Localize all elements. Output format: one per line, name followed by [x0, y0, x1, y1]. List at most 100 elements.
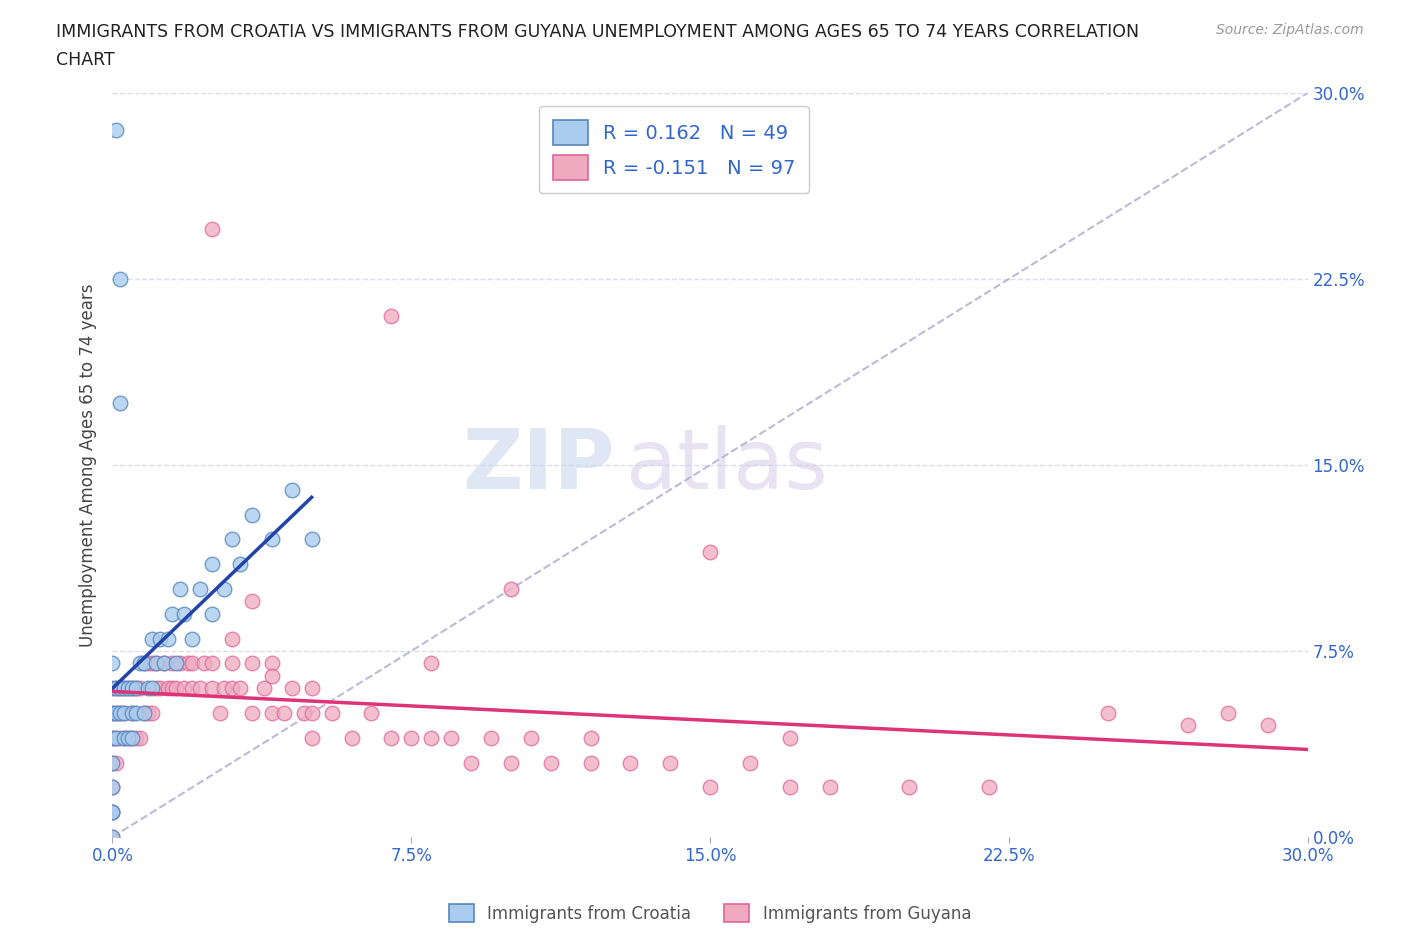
Point: [281, 483, 304, 498]
Point: [114, 681, 135, 696]
Point: [117, 681, 139, 696]
Point: [125, 730, 148, 745]
Point: [738, 755, 761, 770]
Point: [898, 780, 921, 795]
Point: [301, 681, 323, 696]
Point: [221, 656, 243, 671]
Point: [1097, 706, 1119, 721]
Point: [162, 656, 183, 671]
Point: [125, 681, 148, 696]
Point: [101, 804, 124, 819]
Point: [188, 581, 211, 596]
Point: [101, 755, 124, 770]
Point: [101, 656, 124, 671]
Point: [193, 656, 215, 671]
Point: [101, 755, 124, 770]
Point: [779, 730, 801, 745]
Point: [121, 706, 143, 721]
Point: [201, 606, 224, 621]
Point: [1257, 718, 1279, 733]
Point: [188, 681, 211, 696]
Point: [141, 681, 163, 696]
Point: [420, 656, 443, 671]
Point: [201, 656, 224, 671]
Point: [105, 681, 128, 696]
Point: [117, 730, 139, 745]
Point: [145, 656, 167, 671]
Point: [240, 507, 263, 522]
Point: [105, 681, 128, 696]
Point: [121, 681, 143, 696]
Point: [201, 557, 224, 572]
Point: [110, 706, 132, 721]
Point: [1216, 706, 1239, 721]
Point: [499, 581, 522, 596]
Point: [141, 631, 163, 646]
Point: [101, 706, 124, 721]
Text: Source: ZipAtlas.com: Source: ZipAtlas.com: [1216, 23, 1364, 37]
Point: [149, 631, 172, 646]
Point: [114, 730, 135, 745]
Point: [101, 730, 124, 745]
Point: [212, 581, 235, 596]
Point: [121, 681, 143, 696]
Point: [134, 656, 156, 671]
Point: [520, 730, 543, 745]
Point: [240, 706, 263, 721]
Point: [659, 755, 682, 770]
Point: [114, 681, 135, 696]
Point: [110, 681, 132, 696]
Point: [177, 656, 200, 671]
Point: [360, 706, 382, 721]
Point: [201, 681, 224, 696]
Point: [579, 755, 602, 770]
Point: [101, 730, 124, 745]
Point: [579, 730, 602, 745]
Point: [110, 395, 132, 410]
Point: [101, 804, 124, 819]
Point: [138, 656, 160, 671]
Point: [292, 706, 315, 721]
Point: [101, 830, 124, 844]
Point: [260, 656, 283, 671]
Point: [977, 780, 1000, 795]
Point: [110, 730, 132, 745]
Point: [157, 681, 180, 696]
Point: [818, 780, 841, 795]
Point: [145, 681, 167, 696]
Point: [340, 730, 363, 745]
Point: [105, 730, 128, 745]
Point: [380, 309, 402, 324]
Point: [209, 706, 232, 721]
Point: [221, 532, 243, 547]
Point: [134, 656, 156, 671]
Point: [101, 830, 124, 844]
Point: [221, 681, 243, 696]
Point: [301, 706, 323, 721]
Point: [125, 706, 148, 721]
Point: [619, 755, 641, 770]
Point: [101, 706, 124, 721]
Point: [114, 730, 135, 745]
Point: [181, 631, 204, 646]
Point: [105, 123, 128, 138]
Point: [240, 656, 263, 671]
Point: [173, 606, 195, 621]
Text: ZIP: ZIP: [463, 424, 614, 506]
Point: [479, 730, 502, 745]
Point: [134, 706, 156, 721]
Point: [181, 681, 204, 696]
Point: [229, 557, 252, 572]
Point: [240, 594, 263, 609]
Point: [779, 780, 801, 795]
Point: [169, 656, 191, 671]
Point: [221, 631, 243, 646]
Point: [138, 681, 160, 696]
Point: [101, 780, 124, 795]
Legend: Immigrants from Croatia, Immigrants from Guyana: Immigrants from Croatia, Immigrants from…: [441, 897, 979, 929]
Point: [165, 656, 187, 671]
Point: [169, 581, 191, 596]
Point: [129, 681, 152, 696]
Point: [173, 681, 195, 696]
Point: [420, 730, 443, 745]
